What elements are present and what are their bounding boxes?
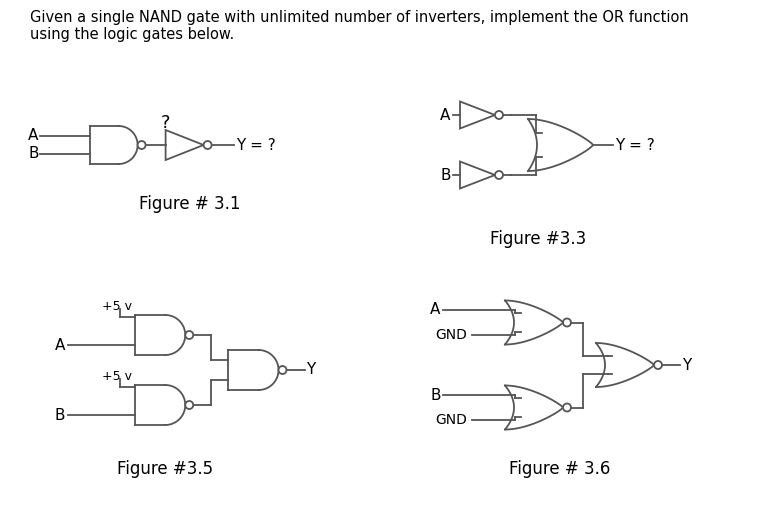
Text: ?: ? <box>161 114 170 132</box>
Text: A: A <box>440 107 451 122</box>
Text: B: B <box>28 146 38 162</box>
Circle shape <box>495 171 503 179</box>
Circle shape <box>563 403 571 411</box>
Text: A: A <box>430 303 440 318</box>
Text: Y = ?: Y = ? <box>615 137 654 153</box>
Text: B: B <box>440 168 451 182</box>
Circle shape <box>185 401 193 409</box>
Circle shape <box>185 331 193 339</box>
Circle shape <box>495 111 503 119</box>
Text: +5 v: +5 v <box>102 370 132 384</box>
Text: Y = ?: Y = ? <box>236 137 276 153</box>
Text: Figure #3.3: Figure #3.3 <box>490 230 586 248</box>
Text: +5 v: +5 v <box>102 301 132 313</box>
Text: Figure # 3.6: Figure # 3.6 <box>509 460 611 478</box>
Text: A: A <box>55 337 66 353</box>
Text: GND: GND <box>435 413 467 427</box>
Circle shape <box>279 366 287 374</box>
Text: Y: Y <box>682 358 691 372</box>
Text: Figure #3.5: Figure #3.5 <box>117 460 213 478</box>
Text: B: B <box>55 408 66 422</box>
Text: GND: GND <box>435 328 467 342</box>
Circle shape <box>204 141 212 149</box>
Circle shape <box>563 319 571 327</box>
Text: A: A <box>28 129 38 144</box>
Text: B: B <box>430 387 440 403</box>
Text: Y: Y <box>306 362 316 378</box>
Circle shape <box>654 361 662 369</box>
Text: Figure # 3.1: Figure # 3.1 <box>139 195 241 213</box>
Circle shape <box>137 141 145 149</box>
Text: Given a single NAND gate with unlimited number of inverters, implement the OR fu: Given a single NAND gate with unlimited … <box>30 10 689 43</box>
